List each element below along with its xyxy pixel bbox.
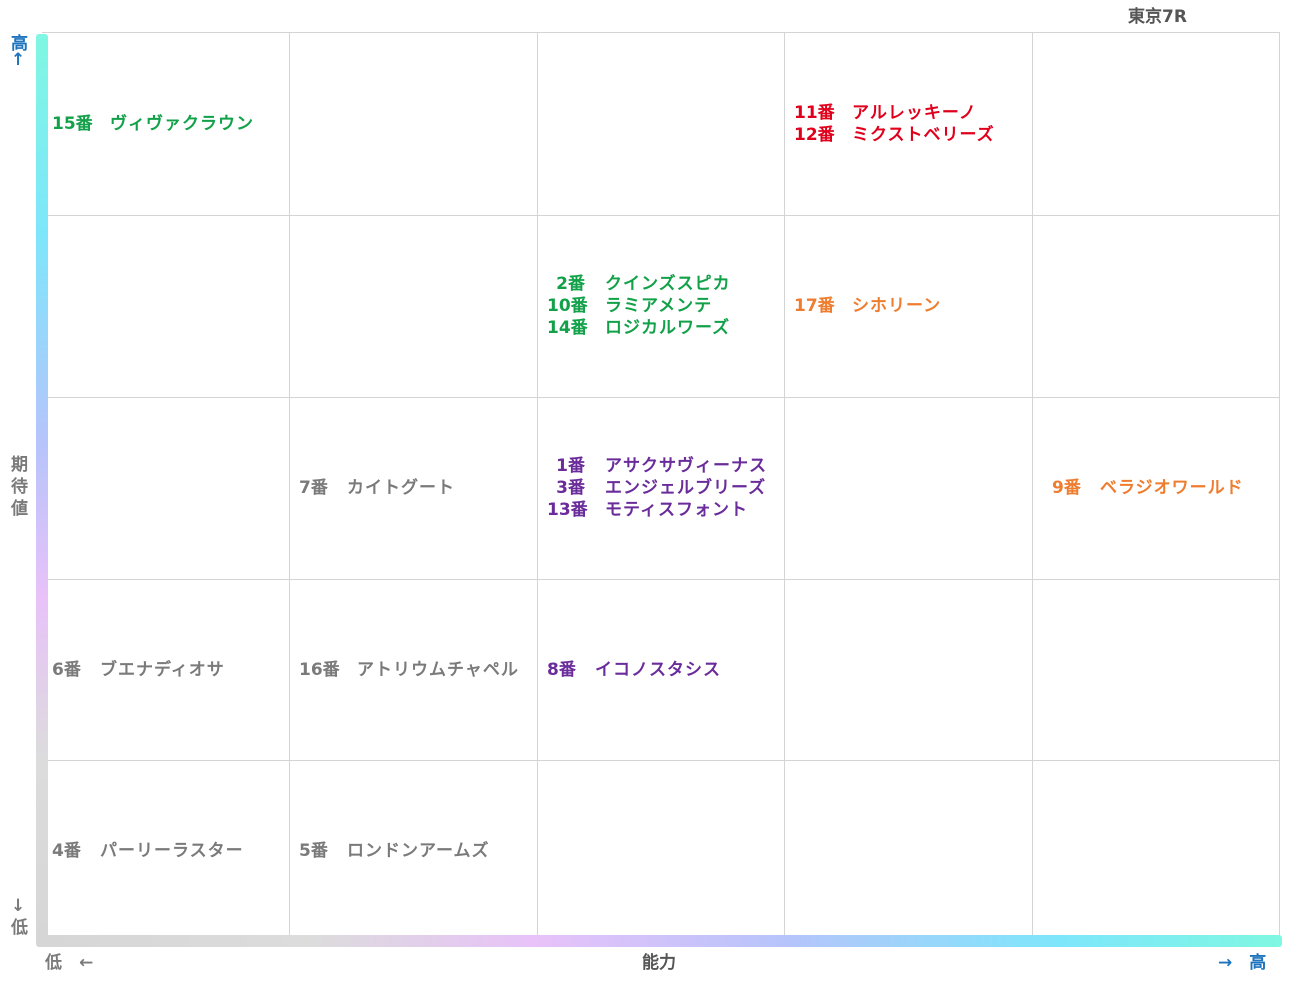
y-axis-low-label: ↓ 低 [11,896,28,938]
matrix-cell: 6番 ブエナディオサ [52,579,289,760]
horse-number: 5番 [299,840,328,861]
grid-column-divider [289,33,290,942]
race-title: 東京7R [1128,7,1187,27]
horse-name: シホリーン [852,295,942,316]
horse-entry: 14番 ロジカルワーズ [547,317,784,339]
x-axis-high-label: → 高 [1218,953,1267,973]
horse-name: アトリウムチャペル [357,659,519,680]
horse-number: 7番 [299,477,328,498]
matrix-cell: 2番 クインズスピカ 10番 ラミアメンテ 14番 ロジカルワーズ [547,215,784,396]
matrix-cell: 5番 ロンドンアームズ [299,760,536,941]
horse-number: 2番 [556,273,585,294]
horse-number: 6番 [52,659,81,680]
horse-entry: 7番 カイトグート [299,477,536,499]
matrix-cell: 4番 パーリーラスター [52,760,289,941]
grid-row-divider [42,579,1279,580]
horse-entry: 8番 イコノスタシス [547,659,784,681]
horse-entry: 17番 シホリーン [794,295,1031,317]
matrix-cell: 15番 ヴィヴァクラウン [52,33,289,214]
matrix-cell: 7番 カイトグート [299,397,536,578]
horse-entry: 6番 ブエナディオサ [52,659,289,681]
grid-column-divider [1032,33,1033,942]
grid-row-divider [42,397,1279,398]
horse-entry: 2番 クインズスピカ [547,273,784,295]
horse-entry: 12番 ミクストベリーズ [794,124,1031,146]
horse-entry: 9番 ベラジオワールド [1052,477,1279,499]
horse-name: イコノスタシス [595,659,721,680]
horse-number: 14番 [547,317,588,338]
horse-number: 17番 [794,295,835,316]
horse-name: ベラジオワールド [1100,477,1244,498]
grid-column-divider [537,33,538,942]
horse-number: 11番 [794,102,835,123]
horse-entry: 1番 アサクサヴィーナス [547,455,784,477]
horse-name: ロンドンアームズ [347,840,490,861]
horse-entry: 4番 パーリーラスター [52,840,289,862]
horse-entry: 15番 ヴィヴァクラウン [52,113,289,135]
x-axis-title: 能力 [642,953,676,973]
horse-name: アルレッキーノ [852,102,977,123]
x-axis-bar [36,935,1282,947]
y-axis-bar [36,34,48,943]
horse-name: ラミアメンテ [605,295,713,316]
horse-entry: 11番 アルレッキーノ [794,102,1031,124]
horse-number: 3番 [556,477,585,498]
x-axis-low-label: 低 ← [45,953,94,973]
horse-name: カイトグート [347,477,455,498]
horse-name: アサクサヴィーナス [605,455,767,476]
horse-entry: 16番 アトリウムチャペル [299,659,536,681]
matrix-cell: 1番 アサクサヴィーナス 3番 エンジェルブリーズ 13番 モティスフォント [547,397,784,578]
grid-column-divider [784,33,785,942]
horse-name: エンジェルブリーズ [605,477,767,498]
grid-row-divider [42,760,1279,761]
grid-row-divider [42,215,1279,216]
horse-entry: 13番 モティスフォント [547,499,784,521]
horse-number: 15番 [52,113,93,134]
horse-number: 12番 [794,124,835,145]
horse-number: 16番 [299,659,340,680]
horse-name: パーリーラスター [100,840,244,861]
horse-name: ロジカルワーズ [605,317,731,338]
horse-number: 13番 [547,499,588,520]
horse-name: モティスフォント [605,499,748,520]
matrix-cell: 11番 アルレッキーノ 12番 ミクストベリーズ [794,33,1031,214]
horse-number: 9番 [1052,477,1081,498]
matrix-cell: 16番 アトリウムチャペル [299,579,536,760]
horse-number: 1番 [556,455,585,476]
horse-number: 8番 [547,659,576,680]
horse-name: ミクストベリーズ [852,124,995,145]
horse-name: クインズスピカ [605,273,731,294]
y-axis-title: 期 待 値 [11,455,28,519]
horse-name: ブエナディオサ [100,659,225,680]
horse-number: 4番 [52,840,81,861]
horse-number: 10番 [547,295,588,316]
horse-entry: 10番 ラミアメンテ [547,295,784,317]
horse-entry: 3番 エンジェルブリーズ [547,477,784,499]
matrix-cell: 8番 イコノスタシス [547,579,784,760]
horse-name: ヴィヴァクラウン [110,113,254,134]
matrix-cell: 17番 シホリーン [794,215,1031,396]
matrix-cell: 9番 ベラジオワールド [1052,397,1279,578]
horse-entry: 5番 ロンドンアームズ [299,840,536,862]
matrix-grid [42,32,1280,942]
y-axis-high-label: 高 ↑ [11,34,28,70]
